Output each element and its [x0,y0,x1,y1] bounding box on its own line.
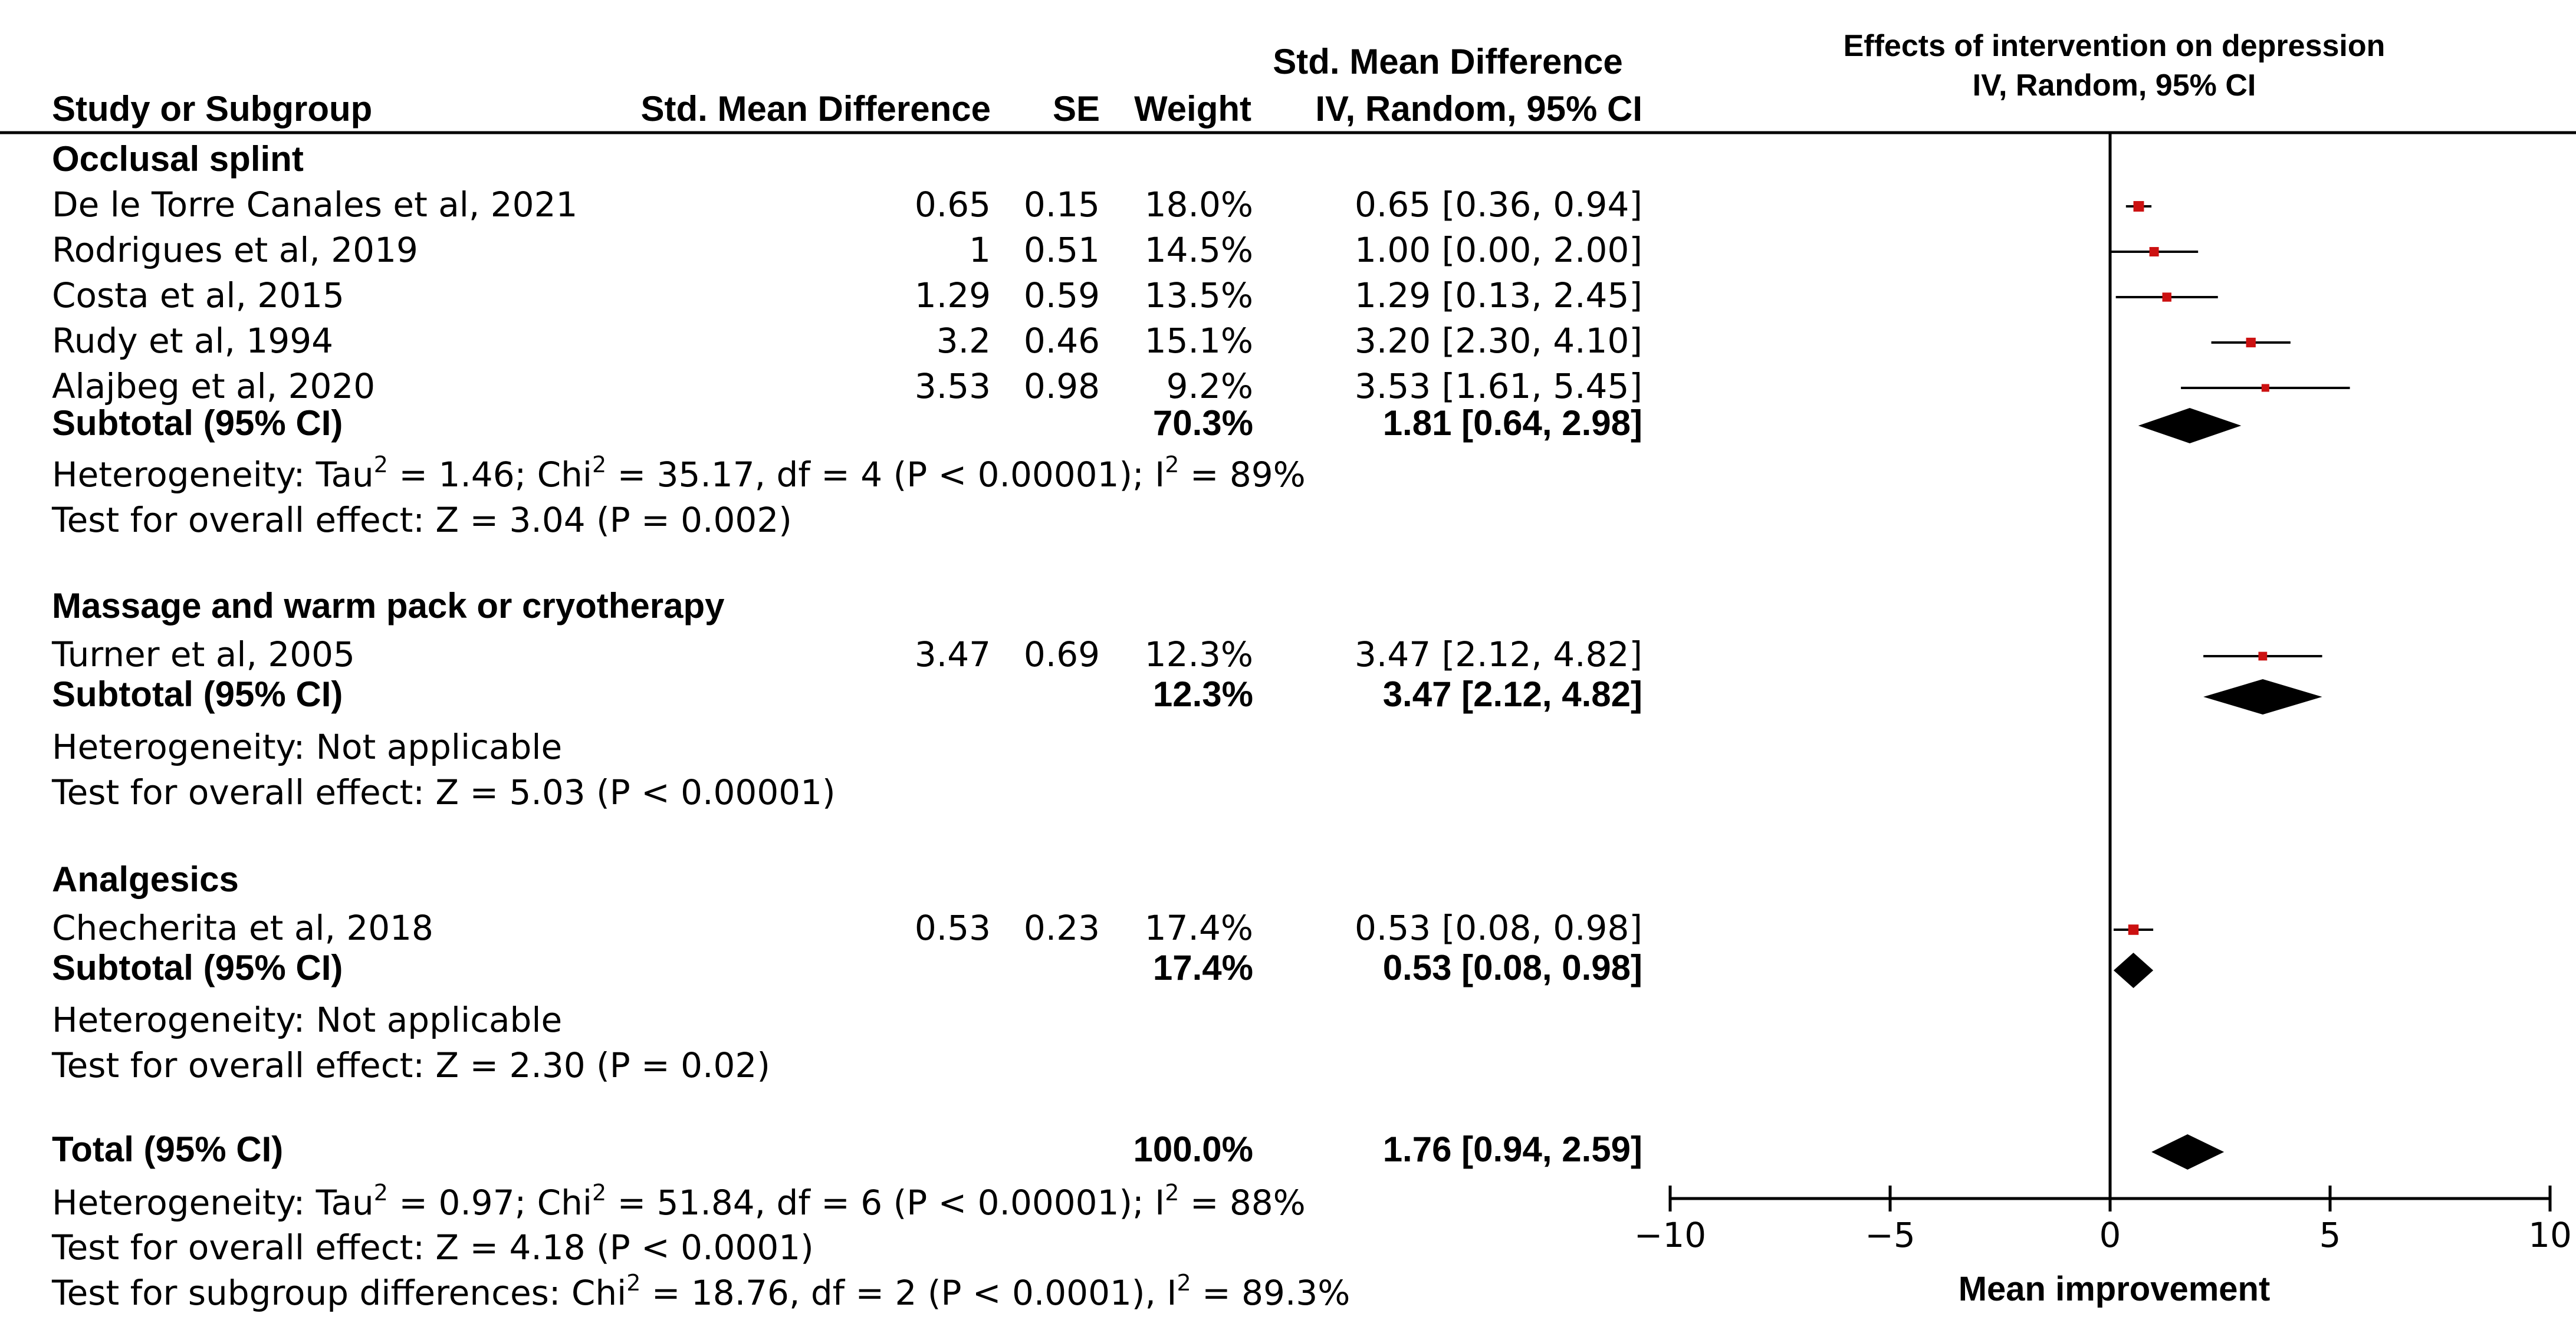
study-label: Costa et al, 2015 [52,275,344,315]
study-marker [2133,201,2144,212]
study-ci: 3.20 [2.30, 4.10] [1355,321,1642,361]
x-axis-tick-label: 0 [2099,1215,2121,1255]
study-ci: 1.29 [0.13, 2.45] [1355,275,1642,315]
study-smd: 0.65 [915,185,991,225]
study-ci: 3.47 [2.12, 4.82] [1355,634,1642,674]
study-weight: 14.5% [1145,230,1253,270]
plot-title: Effects of intervention on depression [1844,29,2386,63]
subtotal-ci: 1.81 [0.64, 2.98] [1383,403,1642,443]
total-weight: 100.0% [1133,1130,1254,1169]
total-diamond [2151,1134,2225,1170]
study-se: 0.51 [1024,230,1100,270]
study-se: 0.23 [1024,908,1100,948]
study-ci: 3.53 [1.61, 5.45] [1355,366,1642,406]
heterogeneity-text: Heterogeneity: Tau2 = 1.46; Chi2 = 35.17… [52,452,1306,495]
subtotal-weight: 17.4% [1153,948,1253,987]
x-axis-tick-label: −10 [1634,1215,1706,1255]
study-ci: 0.65 [0.36, 0.94] [1355,185,1642,225]
x-axis-tick-label: 10 [2528,1215,2572,1255]
study-weight: 17.4% [1145,908,1253,948]
study-smd: 0.53 [915,908,991,948]
study-smd: 1 [969,230,991,270]
overall-effect-text: Test for overall effect: Z = 2.30 (P = 0… [51,1045,770,1085]
total-overall-effect-text: Test for overall effect: Z = 4.18 (P < 0… [51,1227,814,1268]
subtotal-weight: 70.3% [1153,403,1253,443]
header-smd: Std. Mean Difference [641,89,991,129]
forest-marks [2110,201,2350,1170]
subtotal-weight: 12.3% [1153,674,1253,714]
study-ci: 0.53 [0.08, 0.98] [1355,908,1642,948]
study-marker [2149,247,2159,256]
subtotal-diamond [2113,953,2154,988]
study-marker [2261,384,2269,392]
subtotal-diamond [2203,679,2322,715]
study-label: De le Torre Canales et al, 2021 [52,185,577,225]
subtotal-label: Subtotal (95% CI) [52,403,343,443]
study-ci: 1.00 [0.00, 2.00] [1355,230,1642,270]
header-ci-line2: IV, Random, 95% CI [1315,89,1642,129]
group-title: Analgesics [52,860,239,899]
study-marker [2246,337,2256,348]
study-label: Turner et al, 2005 [51,634,355,674]
overall-effect-text: Test for overall effect: Z = 3.04 (P = 0… [51,500,792,540]
study-smd: 3.53 [915,366,991,406]
total-label: Total (95% CI) [52,1130,283,1169]
study-smd: 3.2 [937,321,991,361]
overall-effect-text: Test for overall effect: Z = 5.03 (P < 0… [51,772,836,812]
study-se: 0.98 [1024,366,1100,406]
subtotal-label: Subtotal (95% CI) [52,948,343,987]
study-marker [2128,924,2139,935]
study-se: 0.46 [1024,321,1100,361]
x-axis-tick-label: 5 [2319,1215,2341,1255]
study-weight: 9.2% [1167,366,1253,406]
study-weight: 12.3% [1145,634,1253,674]
study-weight: 15.1% [1145,321,1253,361]
group-title: Massage and warm pack or cryotherapy [52,586,725,626]
subtotal-ci: 3.47 [2.12, 4.82] [1383,674,1642,714]
x-axis-label: Mean improvement [1959,1270,2271,1308]
x-axis-tick-label: −5 [1865,1215,1915,1255]
header-weight: Weight [1134,89,1251,129]
subtotal-label: Subtotal (95% CI) [52,674,343,714]
header-se: SE [1053,89,1100,129]
heterogeneity-text: Heterogeneity: Not applicable [52,727,562,767]
study-se: 0.15 [1024,185,1100,225]
study-smd: 1.29 [915,275,991,315]
subgroup-differences-text: Test for subgroup differences: Chi2 = 18… [51,1270,1350,1313]
heterogeneity-text: Heterogeneity: Not applicable [52,1000,562,1040]
plot-subtitle: IV, Random, 95% CI [1973,68,2256,103]
study-label: Checherita et al, 2018 [52,908,433,948]
study-se: 0.69 [1024,634,1100,674]
total-heterogeneity-text: Heterogeneity: Tau2 = 0.97; Chi2 = 51.84… [52,1180,1306,1223]
study-marker [2162,292,2171,302]
study-weight: 18.0% [1145,185,1253,225]
x-axis-ticks: −10 −5 0 5 10 [1634,1186,2572,1255]
study-weight: 13.5% [1145,275,1253,315]
header-ci-line1: Std. Mean Difference [1273,42,1622,81]
group-title: Occlusal splint [52,139,304,179]
subtotal-ci: 0.53 [0.08, 0.98] [1383,948,1642,987]
header-study: Study or Subgroup [52,89,372,129]
study-label: Rodrigues et al, 2019 [52,230,418,270]
study-label: Alajbeg et al, 2020 [52,366,375,406]
study-marker [2258,651,2268,661]
study-smd: 3.47 [915,634,991,674]
study-label: Rudy et al, 1994 [52,321,333,361]
study-se: 0.59 [1024,275,1100,315]
subtotal-diamond [2138,408,2242,443]
total-ci: 1.76 [0.94, 2.59] [1383,1130,1642,1169]
